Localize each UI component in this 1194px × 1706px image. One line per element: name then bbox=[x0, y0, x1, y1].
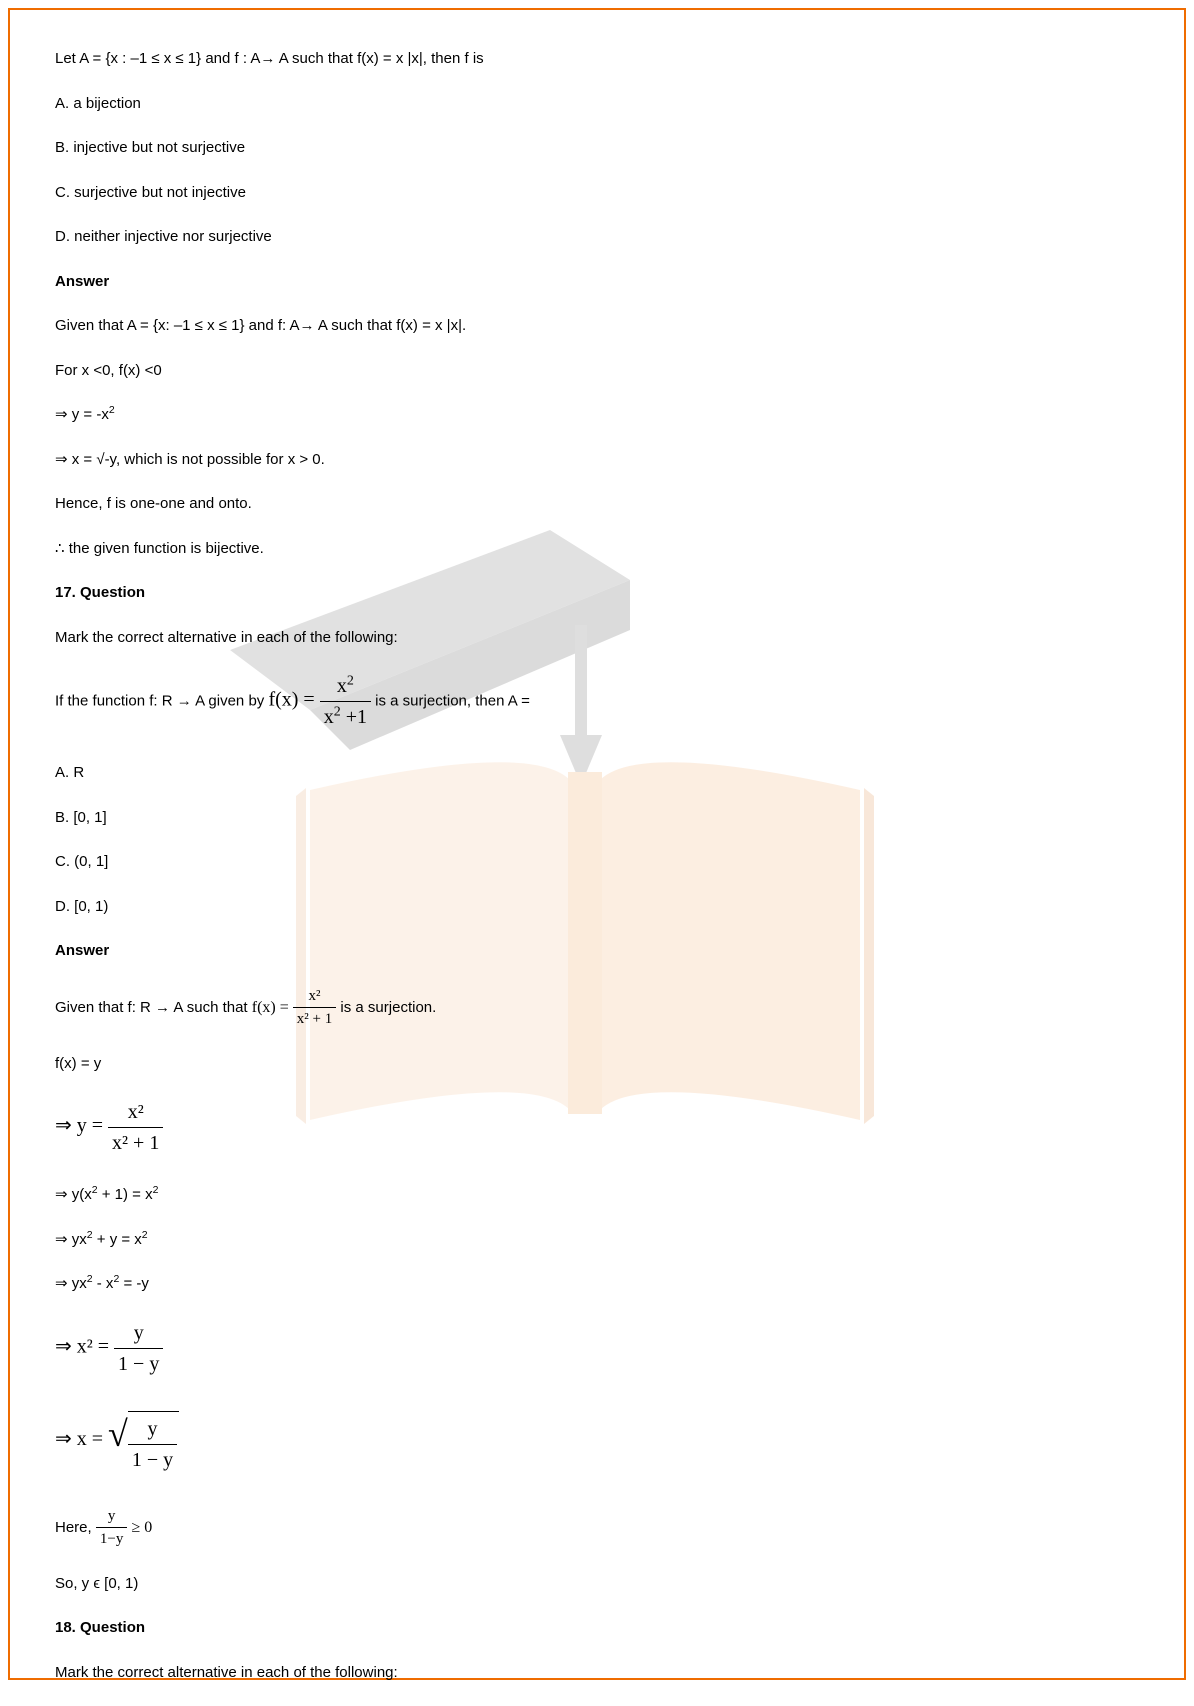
fraction: y 1−y bbox=[96, 1505, 127, 1551]
q17-answer-4: ⇒ y(x2 + 1) = x2 bbox=[55, 1184, 1139, 1207]
q17-option-c: C. (0, 1] bbox=[55, 851, 1139, 874]
q16-answer-6: ∴ the given function is bijective. bbox=[55, 538, 1139, 561]
q16-option-b: B. injective but not surjective bbox=[55, 137, 1139, 160]
fraction: y 1 − y bbox=[128, 1414, 177, 1475]
q17-answer-5: ⇒ yx2 + y = x2 bbox=[55, 1229, 1139, 1252]
sup: 2 bbox=[109, 404, 115, 416]
q17-option-b: B. [0, 1] bbox=[55, 807, 1139, 830]
q17-answer-7: ⇒ x² = y 1 − y bbox=[55, 1318, 1139, 1379]
q17-option-d: D. [0, 1) bbox=[55, 896, 1139, 919]
q16-option-c: C. surjective but not injective bbox=[55, 182, 1139, 205]
q17-option-a: A. R bbox=[55, 762, 1139, 785]
q17-answer-6: ⇒ yx2 - x2 = -y bbox=[55, 1273, 1139, 1296]
q16-answer-1: Given that A = {x: –1 ≤ x ≤ 1} and f: A→… bbox=[55, 315, 1139, 338]
fraction: x2 x2 +1 bbox=[320, 671, 371, 732]
fraction: y 1 − y bbox=[114, 1318, 163, 1379]
sqrt: √ y 1 − y bbox=[108, 1407, 179, 1475]
answer-heading-2: Answer bbox=[55, 940, 1139, 963]
denominator: 1 − y bbox=[114, 1349, 163, 1379]
q17-title: 17. Question bbox=[55, 582, 1139, 605]
denominator: 1 − y bbox=[128, 1445, 177, 1475]
radical-icon: √ bbox=[108, 1407, 128, 1461]
denominator: x2 +1 bbox=[320, 702, 371, 732]
numerator: y bbox=[128, 1414, 177, 1445]
q16-answer-2: For x <0, f(x) <0 bbox=[55, 360, 1139, 383]
numerator: x² bbox=[108, 1097, 163, 1128]
q16-answer-3: ⇒ y = -x2 bbox=[55, 404, 1139, 427]
text: Here, bbox=[55, 1518, 96, 1535]
denominator: x² + 1 bbox=[108, 1128, 163, 1158]
q16-stem: Let A = {x : –1 ≤ x ≤ 1} and f : A→ A su… bbox=[55, 48, 1139, 71]
q17-answer-1: Given that f: R → A such that f(x) = x² … bbox=[55, 985, 1139, 1031]
answer-heading: Answer bbox=[55, 271, 1139, 294]
text: If the function f: R → A given by bbox=[55, 692, 268, 709]
q17-answer-2: f(x) = y bbox=[55, 1053, 1139, 1076]
q18-title: 18. Question bbox=[55, 1617, 1139, 1640]
denominator: x² + 1 bbox=[293, 1008, 336, 1031]
radicand: y 1 − y bbox=[128, 1411, 179, 1475]
numerator: x2 bbox=[320, 671, 371, 702]
fx-label: f(x) = bbox=[268, 688, 319, 710]
q16-answer-5: Hence, f is one-one and onto. bbox=[55, 493, 1139, 516]
fx-label: f(x) = bbox=[252, 998, 293, 1015]
fraction: x² x² + 1 bbox=[108, 1097, 163, 1158]
q17-instruction: Mark the correct alternative in each of … bbox=[55, 627, 1139, 650]
document-content: Let A = {x : –1 ≤ x ≤ 1} and f : A→ A su… bbox=[55, 48, 1139, 1706]
q16-option-a: A. a bijection bbox=[55, 93, 1139, 116]
denominator: 1−y bbox=[96, 1528, 127, 1551]
numerator: y bbox=[96, 1505, 127, 1529]
text: is a surjection. bbox=[340, 998, 436, 1015]
text: ⇒ x = bbox=[55, 1427, 108, 1449]
q17-so: So, y ϵ [0, 1) bbox=[55, 1573, 1139, 1596]
q16-answer-4: ⇒ x = √-y, which is not possible for x >… bbox=[55, 449, 1139, 472]
fraction: x² x² + 1 bbox=[293, 985, 336, 1031]
q16-option-d: D. neither injective nor surjective bbox=[55, 226, 1139, 249]
text: ⇒ y = bbox=[55, 1114, 108, 1136]
text: ⇒ y = -x bbox=[55, 406, 109, 423]
numerator: x² bbox=[293, 985, 336, 1009]
q18-instruction: Mark the correct alternative in each of … bbox=[55, 1662, 1139, 1685]
text: ⇒ x² = bbox=[55, 1335, 114, 1357]
text: is a surjection, then A = bbox=[375, 692, 530, 709]
numerator: y bbox=[114, 1318, 163, 1349]
text: Given that f: R → A such that bbox=[55, 998, 252, 1015]
q17-answer-8: ⇒ x = √ y 1 − y bbox=[55, 1407, 1139, 1475]
q17-stem: If the function f: R → A given by f(x) =… bbox=[55, 671, 1139, 732]
text: ≥ 0 bbox=[132, 1518, 153, 1535]
q17-answer-3: ⇒ y = x² x² + 1 bbox=[55, 1097, 1139, 1158]
q17-here: Here, y 1−y ≥ 0 bbox=[55, 1505, 1139, 1551]
